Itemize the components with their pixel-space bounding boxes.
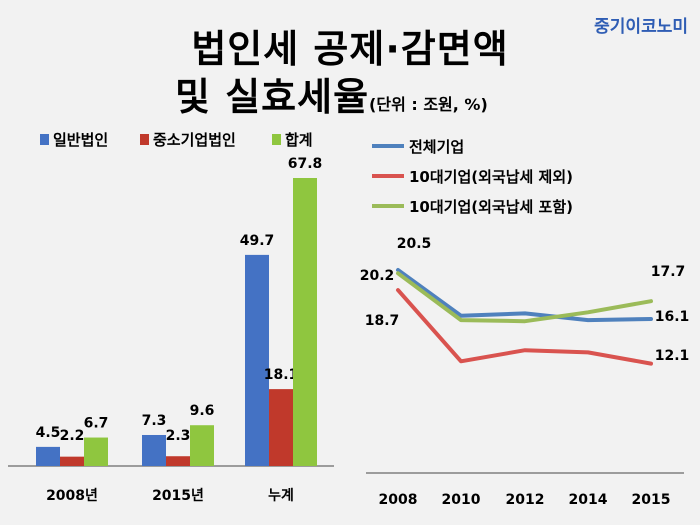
data-label-2008-all: 20.5 [397, 236, 432, 252]
bar-1-2 [60, 456, 84, 466]
category-label-2: 2015년 [152, 488, 204, 504]
category-label-1: 2008년 [46, 488, 98, 504]
bar-1-3 [84, 437, 108, 466]
title-line-2-text: 및 실효세율 [175, 75, 370, 119]
bar-label-3-2: 18.1 [264, 367, 299, 383]
bar-3-3 [293, 178, 317, 466]
legend-label-1: 일반법인 [53, 131, 108, 149]
x-tick-label-3: 2012 [506, 492, 545, 508]
bar-label-3-3: 67.8 [288, 156, 323, 172]
data-label-2015-excl: 12.1 [655, 348, 690, 364]
series-line-2 [396, 288, 653, 366]
data-label-2015-incl: 17.7 [651, 264, 686, 280]
bar-label-2-1: 7.3 [142, 413, 167, 429]
bar-2-3 [190, 425, 214, 466]
data-label-2015-all: 16.1 [655, 309, 690, 325]
data-label-2008-incl: 20.2 [360, 268, 395, 284]
bar-label-1-3: 6.7 [84, 416, 109, 432]
category-label-3: 누계 [268, 488, 294, 504]
bar-label-2-3: 9.6 [190, 403, 215, 419]
data-label-2008-excl: 18.7 [365, 313, 400, 329]
bar-2-1 [142, 434, 166, 466]
legend-label-6: 10대기업(외국납세 포함) [409, 198, 573, 216]
unit-label: (단위 : 조원, %) [369, 95, 488, 114]
x-tick-label-4: 2014 [569, 492, 608, 508]
x-tick-label-2: 2010 [442, 492, 481, 508]
series-line-1 [396, 268, 653, 323]
legend-swatch-2 [140, 134, 149, 145]
bar-label-1-1: 4.5 [36, 425, 61, 441]
legend-label-5: 10대기업(외국납세 제외) [409, 168, 573, 186]
brand-logo: 중기이코노미 [594, 17, 688, 37]
title-line-2: 및 실효세율(단위 : 조원, %) [175, 66, 488, 121]
legend-label-3: 합계 [285, 131, 313, 149]
legend-swatch-1 [40, 134, 49, 145]
x-tick-label-5: 2015 [632, 492, 671, 508]
bar-label-3-1: 49.7 [240, 233, 275, 249]
bar-1-1 [36, 446, 60, 466]
legend-label-4: 전체기업 [409, 138, 464, 156]
bar-2-2 [166, 456, 190, 466]
bar-label-2-2: 2.3 [166, 428, 191, 444]
x-tick-label-1: 2008 [379, 492, 418, 508]
bar-3-2 [269, 389, 293, 466]
bar-3-1 [245, 254, 269, 466]
legend-swatch-3 [272, 134, 281, 145]
series-line-3 [396, 271, 653, 324]
title-line-1: 법인세 공제·감면액 [191, 27, 509, 71]
bar-label-1-2: 2.2 [60, 428, 85, 444]
legend-label-2: 중소기업법인 [153, 131, 236, 149]
